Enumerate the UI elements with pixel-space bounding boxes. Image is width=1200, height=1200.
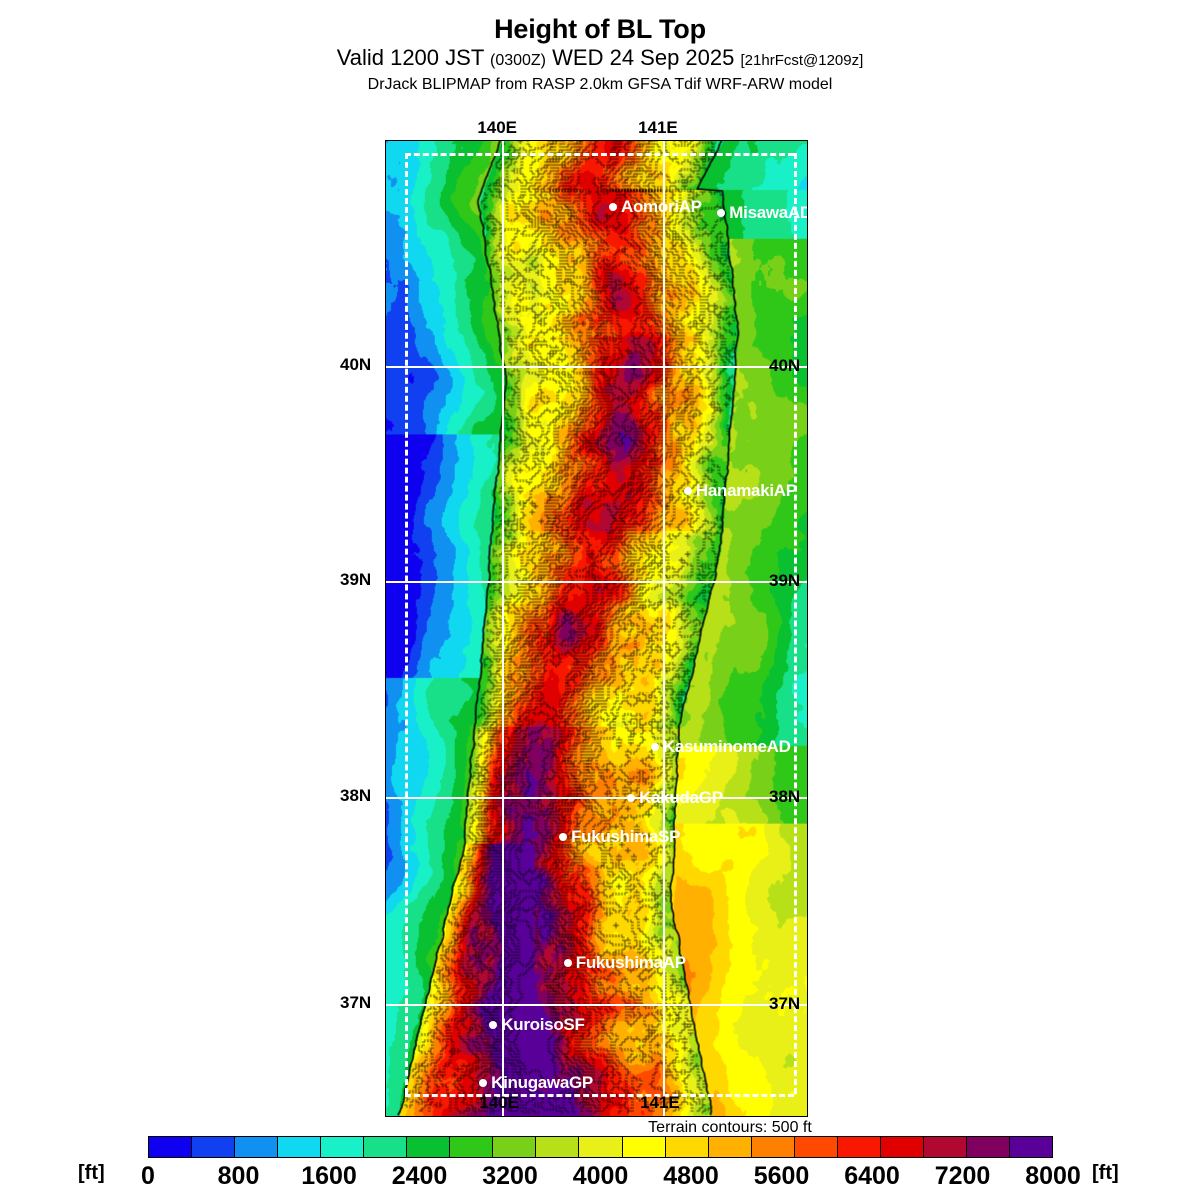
colorbar-band bbox=[837, 1137, 881, 1157]
colorbar-band bbox=[536, 1137, 580, 1157]
colorbar[interactable]: [ft] [ft] 0 800 1600 2400 3200 4000 4800 5600 64… bbox=[0, 1134, 1200, 1200]
colorbar-band bbox=[794, 1137, 838, 1157]
colorbar-band bbox=[321, 1137, 365, 1157]
colorbar-tick: 3200 bbox=[482, 1162, 538, 1190]
valid-date: WED 24 Sep 2025 bbox=[552, 45, 735, 70]
forecast-tag: [21hrFcst@1209z] bbox=[740, 52, 864, 69]
colorbar-tick: 0 bbox=[141, 1162, 155, 1190]
colorbar-tick: 6400 bbox=[844, 1162, 900, 1190]
bl-top-heatmap-canvas bbox=[386, 141, 807, 1116]
latitude-tick-label-left: 39N bbox=[340, 569, 372, 589]
colorbar-band bbox=[192, 1137, 236, 1157]
colorbar-unit-right: [ft] bbox=[1092, 1162, 1119, 1184]
colorbar-band bbox=[364, 1137, 408, 1157]
colorbar-tick: 7200 bbox=[934, 1162, 991, 1190]
colorbar-band bbox=[235, 1137, 279, 1157]
latitude-tick-label-left: 37N bbox=[340, 992, 372, 1012]
title-block: Height of BL Top Valid 1200 JST (0300Z) … bbox=[0, 14, 1200, 96]
colorbar-band bbox=[579, 1137, 623, 1157]
colorbar-tick: 800 bbox=[217, 1162, 260, 1190]
colorbar-tick: 5600 bbox=[753, 1162, 810, 1190]
colorbar-tick: 4800 bbox=[663, 1162, 719, 1190]
colorbar-band bbox=[1009, 1137, 1052, 1157]
page-title: Height of BL Top bbox=[494, 14, 706, 44]
colorbar-band bbox=[622, 1137, 666, 1157]
terrain-contour-note: Terrain contours: 500 ft bbox=[648, 1119, 812, 1136]
latitude-tick-label-left: 38N bbox=[340, 785, 372, 805]
colorbar-tick: 1600 bbox=[301, 1162, 357, 1190]
colorbar-band bbox=[665, 1137, 709, 1157]
longitude-tick-label: 140E bbox=[477, 118, 518, 137]
colorbar-strip[interactable] bbox=[148, 1136, 1053, 1158]
latitude-tick-label-left: 40N bbox=[340, 354, 372, 374]
model-line: DrJack BLIPMAP from RASP 2.0km GFSA Tdif… bbox=[367, 76, 833, 93]
colorbar-tick: 4000 bbox=[572, 1162, 629, 1190]
colorbar-band bbox=[278, 1137, 322, 1157]
colorbar-band bbox=[493, 1137, 537, 1157]
valid-time-line: Valid 1200 JST (0300Z) WED 24 Sep 2025 [… bbox=[0, 44, 1200, 74]
colorbar-band bbox=[708, 1137, 752, 1157]
colorbar-band bbox=[923, 1137, 967, 1157]
colorbar-band bbox=[880, 1137, 924, 1157]
colorbar-tick: 8000 bbox=[1025, 1162, 1081, 1190]
map-plot-area[interactable]: 40N 39N 38N 37N 140E 141E AomoriAP MisawaAD Han… bbox=[385, 140, 808, 1117]
valid-utc: (0300Z) bbox=[489, 52, 547, 69]
colorbar-tick: 2400 bbox=[391, 1162, 448, 1190]
colorbar-unit-left: [ft] bbox=[78, 1162, 105, 1184]
longitude-tick-label: 141E bbox=[638, 118, 678, 137]
valid-prefix: Valid 1200 JST bbox=[336, 45, 484, 70]
colorbar-band bbox=[450, 1137, 494, 1157]
colorbar-band bbox=[149, 1137, 193, 1157]
colorbar-band bbox=[407, 1137, 451, 1157]
colorbar-band bbox=[966, 1137, 1010, 1157]
colorbar-band bbox=[751, 1137, 795, 1157]
